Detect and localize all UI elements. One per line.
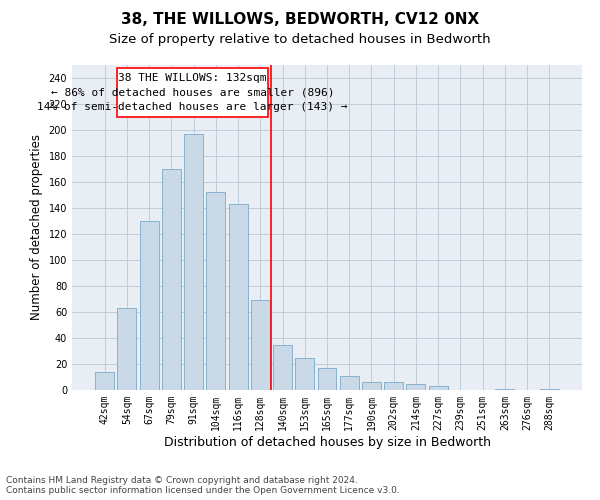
Bar: [362, 382, 381, 390]
Bar: [340, 376, 359, 390]
Bar: [317, 368, 337, 390]
Bar: [140, 221, 158, 390]
Text: Contains HM Land Registry data © Crown copyright and database right 2024.
Contai: Contains HM Land Registry data © Crown c…: [6, 476, 400, 495]
Bar: [273, 344, 292, 390]
Bar: [429, 386, 448, 390]
Text: 38, THE WILLOWS, BEDWORTH, CV12 0NX: 38, THE WILLOWS, BEDWORTH, CV12 0NX: [121, 12, 479, 28]
Bar: [95, 372, 114, 390]
Bar: [118, 308, 136, 390]
Bar: [251, 300, 270, 390]
Bar: [384, 382, 403, 390]
FancyBboxPatch shape: [117, 68, 268, 117]
X-axis label: Distribution of detached houses by size in Bedworth: Distribution of detached houses by size …: [163, 436, 491, 448]
Bar: [206, 192, 225, 390]
Text: ← 86% of detached houses are smaller (896): ← 86% of detached houses are smaller (89…: [51, 88, 334, 98]
Text: 38 THE WILLOWS: 132sqm: 38 THE WILLOWS: 132sqm: [118, 73, 267, 83]
Bar: [540, 388, 559, 390]
Bar: [184, 134, 203, 390]
Bar: [229, 204, 248, 390]
Bar: [496, 388, 514, 390]
Text: 14% of semi-detached houses are larger (143) →: 14% of semi-detached houses are larger (…: [37, 102, 348, 112]
Bar: [406, 384, 425, 390]
Text: Size of property relative to detached houses in Bedworth: Size of property relative to detached ho…: [109, 32, 491, 46]
Y-axis label: Number of detached properties: Number of detached properties: [30, 134, 43, 320]
Bar: [162, 169, 181, 390]
Bar: [295, 358, 314, 390]
